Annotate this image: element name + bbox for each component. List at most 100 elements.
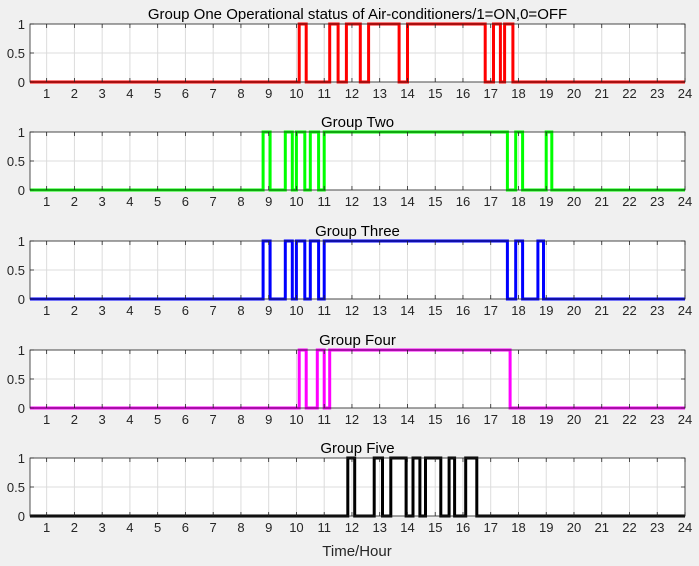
x-tick-label: 14 [400, 303, 414, 318]
x-tick-label: 1 [43, 194, 50, 209]
x-tick-label: 6 [182, 303, 189, 318]
x-tick-label: 1 [43, 520, 50, 535]
x-tick-label: 2 [71, 194, 78, 209]
x-tick-label: 13 [372, 303, 386, 318]
x-tick-label: 1 [43, 303, 50, 318]
x-tick-label: 12 [345, 194, 359, 209]
x-tick-label: 11 [317, 86, 331, 101]
x-tick-label: 11 [317, 520, 331, 535]
x-tick-label: 10 [289, 412, 303, 427]
x-tick-label: 3 [99, 412, 106, 427]
x-tick-label: 23 [650, 520, 664, 535]
x-tick-label: 7 [210, 194, 217, 209]
subplot-4: 1 2 3 4 5 6 7 8 9 10 11 12 13 14 15 16 17 18 19 20 21 22 23 240… [7, 332, 692, 427]
x-tick-label: 9 [265, 303, 272, 318]
x-tick-label: 21 [595, 303, 609, 318]
x-tick-label: 4 [126, 303, 133, 318]
y-tick-label: 0.5 [7, 154, 25, 169]
subplots: 1 2 3 4 5 6 7 8 9 10 11 12 13 14 15 16 17 18 19 20 21 22 23 240… [7, 6, 692, 535]
x-tick-label: 10 [289, 86, 303, 101]
subplot-title: Group Two [321, 114, 394, 131]
x-tick-label: 6 [182, 86, 189, 101]
x-tick-label: 20 [567, 412, 581, 427]
x-tick-label: 13 [372, 520, 386, 535]
x-tick-label: 2 [71, 520, 78, 535]
x-tick-label: 7 [210, 303, 217, 318]
x-tick-label: 7 [210, 86, 217, 101]
x-tick-label: 16 [456, 303, 470, 318]
x-tick-label: 6 [182, 412, 189, 427]
x-tick-label: 2 [71, 86, 78, 101]
x-tick-label: 15 [428, 412, 442, 427]
y-tick-label: 0.5 [7, 480, 25, 495]
x-tick-label: 20 [567, 303, 581, 318]
x-tick-label: 19 [539, 412, 553, 427]
subplot-5: 1 2 3 4 5 6 7 8 9 10 11 12 13 14 15 16 17 18 19 20 21 22 23 240… [7, 440, 692, 535]
x-tick-label: 2 [71, 303, 78, 318]
x-tick-label: 11 [317, 194, 331, 209]
x-tick-label: 18 [511, 303, 525, 318]
x-tick-label: 22 [622, 194, 636, 209]
y-tick-label: 1 [18, 125, 25, 140]
x-tick-label: 20 [567, 194, 581, 209]
x-tick-label: 6 [182, 194, 189, 209]
x-tick-label: 14 [400, 194, 414, 209]
x-tick-label: 21 [595, 412, 609, 427]
x-tick-label: 15 [428, 303, 442, 318]
subplot-title: Group Three [315, 223, 400, 240]
x-tick-label: 13 [372, 412, 386, 427]
y-tick-label: 0 [18, 183, 25, 198]
x-tick-label: 20 [567, 520, 581, 535]
subplot-3: 1 2 3 4 5 6 7 8 9 10 11 12 13 14 15 16 17 18 19 20 21 22 23 240… [7, 223, 692, 318]
x-tick-label: 20 [567, 86, 581, 101]
x-tick-label: 9 [265, 86, 272, 101]
x-tick-label: 24 [678, 520, 692, 535]
y-tick-label: 1 [18, 234, 25, 249]
x-tick-label: 21 [595, 194, 609, 209]
y-tick-label: 1 [18, 451, 25, 466]
x-tick-label: 4 [126, 412, 133, 427]
x-tick-label: 24 [678, 303, 692, 318]
x-tick-label: 1 [43, 86, 50, 101]
subplot-title: Group Four [319, 332, 396, 349]
x-tick-label: 14 [400, 520, 414, 535]
x-tick-label: 9 [265, 412, 272, 427]
x-tick-label: 3 [99, 303, 106, 318]
x-tick-label: 8 [237, 194, 244, 209]
x-tick-label: 9 [265, 520, 272, 535]
x-tick-label: 17 [483, 86, 497, 101]
x-tick-label: 10 [289, 520, 303, 535]
x-tick-label: 12 [345, 303, 359, 318]
x-tick-label: 5 [154, 86, 161, 101]
x-tick-label: 9 [265, 194, 272, 209]
y-tick-label: 0.5 [7, 263, 25, 278]
x-tick-label: 22 [622, 86, 636, 101]
x-tick-label: 15 [428, 194, 442, 209]
y-tick-label: 1 [18, 17, 25, 32]
x-tick-label: 17 [483, 520, 497, 535]
x-tick-label: 18 [511, 520, 525, 535]
x-tick-label: 24 [678, 412, 692, 427]
x-tick-label: 18 [511, 194, 525, 209]
x-tick-label: 18 [511, 412, 525, 427]
x-tick-label: 4 [126, 520, 133, 535]
x-tick-label: 7 [210, 412, 217, 427]
x-tick-label: 5 [154, 520, 161, 535]
x-tick-label: 16 [456, 194, 470, 209]
x-tick-label: 2 [71, 412, 78, 427]
x-tick-label: 8 [237, 412, 244, 427]
x-tick-label: 24 [678, 194, 692, 209]
x-tick-label: 12 [345, 86, 359, 101]
x-tick-label: 19 [539, 520, 553, 535]
y-tick-label: 0.5 [7, 46, 25, 61]
x-tick-label: 23 [650, 86, 664, 101]
x-tick-label: 3 [99, 194, 106, 209]
x-tick-label: 3 [99, 86, 106, 101]
x-tick-label: 12 [345, 520, 359, 535]
y-tick-label: 0 [18, 75, 25, 90]
subplot-title: Group Five [320, 440, 394, 457]
subplot-title: Group One Operational status of Air-cond… [148, 6, 567, 23]
x-tick-label: 11 [317, 303, 331, 318]
y-tick-label: 1 [18, 343, 25, 358]
